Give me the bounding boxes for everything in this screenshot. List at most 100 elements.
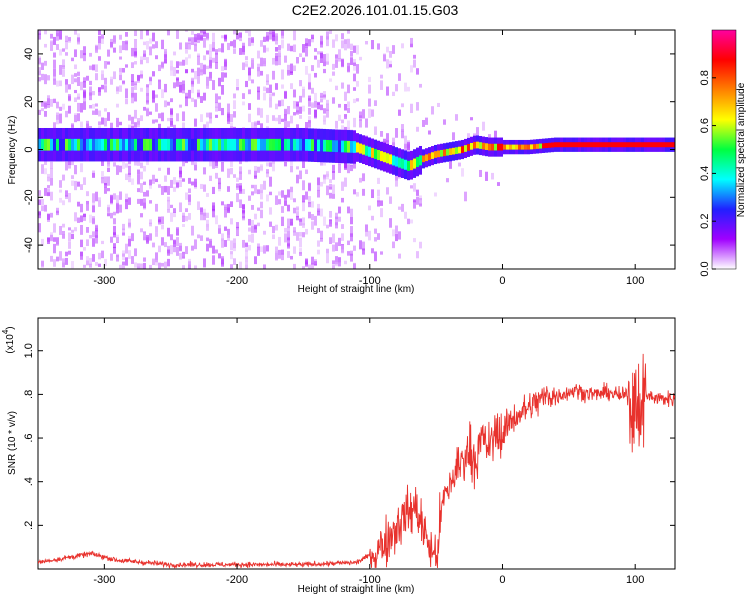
heatmap-cell <box>110 253 113 261</box>
heatmap-cell <box>149 38 152 44</box>
heatmap-cell <box>155 203 158 212</box>
heatmap-cell <box>41 164 44 174</box>
heatmap-cell <box>53 36 56 45</box>
heatmap-cell <box>101 138 104 151</box>
heatmap-cell <box>179 84 182 93</box>
heatmap-cell <box>203 30 206 34</box>
heatmap-cell <box>233 30 236 35</box>
heatmap-cell <box>65 138 68 151</box>
heatmap-cell <box>455 147 458 154</box>
heatmap-cell <box>182 253 185 257</box>
heatmap-cell <box>221 257 224 263</box>
heatmap-cell <box>347 30 350 34</box>
heatmap-cell <box>185 96 188 107</box>
heatmap-cell <box>311 65 314 72</box>
heatmap-cell <box>302 86 305 90</box>
heatmap-cell <box>335 140 338 153</box>
heatmap-cell <box>110 79 113 85</box>
heatmap-cell <box>275 246 278 254</box>
heatmap-cell <box>116 165 119 175</box>
heatmap-cell <box>359 240 362 250</box>
heatmap-cell <box>263 86 266 92</box>
heatmap-cell <box>74 78 77 83</box>
heatmap-cell <box>290 165 293 173</box>
heatmap-cell <box>215 138 218 151</box>
heatmap-cell <box>146 159 149 166</box>
heatmap-cell <box>71 123 74 128</box>
heatmap-cell <box>302 217 305 226</box>
heatmap-cell <box>275 117 278 122</box>
heatmap-cell <box>197 55 200 66</box>
heatmap-cell <box>638 142 641 148</box>
heatmap-cell <box>308 182 311 191</box>
heatmap-cell <box>239 261 242 269</box>
heatmap-cell <box>278 249 281 259</box>
heatmap-cell <box>182 59 185 66</box>
heatmap-cell <box>155 226 158 233</box>
heatmap-cell <box>329 192 332 199</box>
heatmap-cell <box>272 70 275 80</box>
spectrogram-x-label: Height of straight line (km) <box>298 284 415 295</box>
heatmap-cell <box>116 254 119 262</box>
heatmap-cell <box>227 138 230 151</box>
heatmap-cell <box>56 112 59 120</box>
heatmap-cell <box>53 237 56 242</box>
heatmap-cell <box>38 109 41 115</box>
heatmap-cell <box>377 200 380 207</box>
heatmap-cell <box>155 119 158 123</box>
heatmap-cell <box>206 50 209 55</box>
heatmap-cell <box>245 260 248 269</box>
heatmap-cell <box>251 58 254 68</box>
heatmap-cell <box>83 177 86 185</box>
heatmap-cell <box>47 104 50 108</box>
heatmap-cell <box>71 74 74 85</box>
heatmap-cell <box>314 72 317 78</box>
heatmap-cell <box>152 258 155 266</box>
heatmap-cell <box>146 107 149 112</box>
heatmap-cell <box>113 246 116 254</box>
heatmap-cell <box>74 97 77 103</box>
heatmap-cell <box>257 67 260 77</box>
heatmap-cell <box>299 218 302 222</box>
heatmap-cell <box>59 138 62 151</box>
heatmap-cell <box>275 53 278 62</box>
heatmap-cell <box>68 164 71 169</box>
heatmap-cell <box>335 59 338 68</box>
heatmap-cell <box>488 134 491 138</box>
heatmap-cell <box>449 148 452 156</box>
heatmap-cell <box>389 64 392 68</box>
heatmap-cell <box>296 206 299 211</box>
heatmap-cell <box>59 225 62 235</box>
heatmap-cell <box>74 227 77 232</box>
heatmap-cell <box>83 46 86 56</box>
heatmap-cell <box>128 165 131 175</box>
heatmap-cell <box>326 109 329 118</box>
heatmap-cell <box>359 56 362 61</box>
heatmap-cell <box>218 183 221 189</box>
heatmap-cell <box>284 233 287 243</box>
heatmap-cell <box>59 189 62 193</box>
heatmap-cell <box>158 81 161 90</box>
heatmap-cell <box>347 140 350 153</box>
heatmap-cell <box>188 188 191 194</box>
heatmap-cell <box>209 116 212 124</box>
heatmap-cell <box>479 142 482 149</box>
heatmap-cell <box>188 42 191 50</box>
heatmap-cell <box>260 138 263 151</box>
heatmap-cell <box>149 46 152 56</box>
heatmap-cell <box>272 161 275 172</box>
heatmap-cell <box>188 198 191 206</box>
heatmap-cell <box>92 205 95 213</box>
heatmap-cell <box>245 138 248 151</box>
heatmap-cell <box>53 138 56 151</box>
heatmap-cell <box>263 60 266 66</box>
heatmap-cell <box>95 191 98 202</box>
heatmap-cell <box>410 185 413 189</box>
heatmap-cell <box>155 232 158 237</box>
heatmap-cell <box>479 169 482 177</box>
heatmap-cell <box>134 39 137 48</box>
heatmap-cell <box>221 138 224 151</box>
heatmap-cell <box>44 30 47 35</box>
heatmap-cell <box>131 178 134 185</box>
heatmap-cell <box>335 256 338 265</box>
